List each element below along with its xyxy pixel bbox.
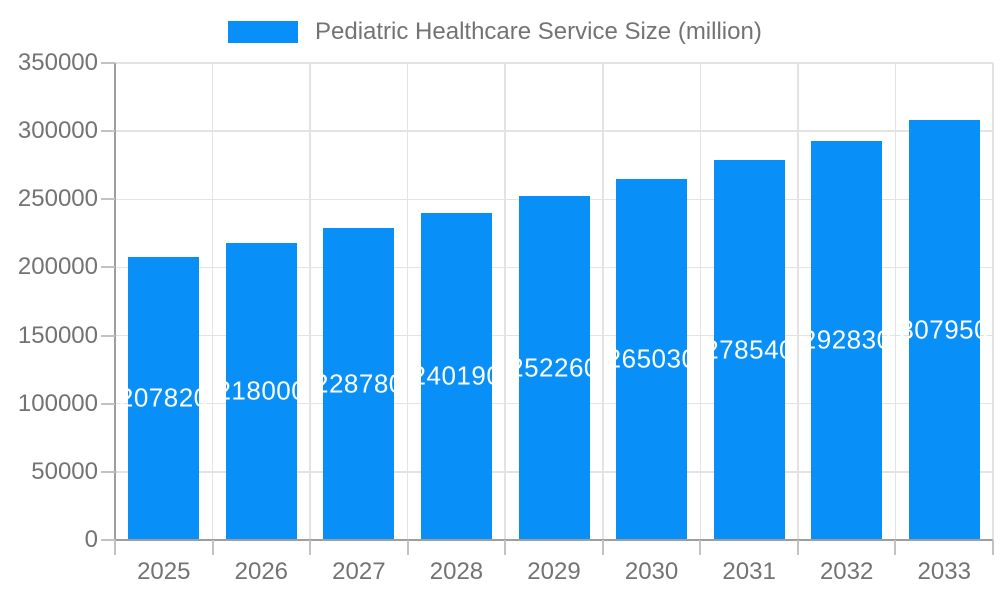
y-axis-tick-label: 0 xyxy=(84,526,98,553)
legend-item[interactable]: Pediatric Healthcare Service Size (milli… xyxy=(228,18,762,45)
bar-value-label: 207820 xyxy=(118,382,209,413)
y-axis-tick xyxy=(101,62,115,64)
x-gridline xyxy=(406,63,409,540)
y-axis-tick-label: 150000 xyxy=(17,321,98,349)
y-gridline xyxy=(115,130,993,132)
y-axis-tick-label: 300000 xyxy=(17,117,98,145)
bar-2025[interactable] xyxy=(128,256,200,540)
x-gridline xyxy=(797,63,799,540)
x-axis-line xyxy=(115,539,993,541)
x-axis-category-label: 2025 xyxy=(137,558,191,585)
x-gridline xyxy=(602,63,604,540)
x-axis-tick xyxy=(699,540,702,555)
legend-label: Pediatric Healthcare Service Size (milli… xyxy=(315,18,762,45)
x-axis-tick xyxy=(894,540,897,555)
y-axis-tick xyxy=(101,130,115,133)
x-gridline xyxy=(699,63,702,540)
y-gridline xyxy=(115,62,993,64)
y-axis-tick xyxy=(101,266,115,269)
x-gridline xyxy=(894,63,897,540)
bar-value-label: 307950 xyxy=(899,314,990,345)
bar-2029[interactable] xyxy=(518,196,590,540)
x-axis-tick xyxy=(796,540,799,555)
bar-2026[interactable] xyxy=(225,242,297,540)
x-gridline xyxy=(504,63,506,540)
x-axis-category-label: 2029 xyxy=(527,558,581,585)
y-axis-tick xyxy=(101,198,115,201)
bar-2032[interactable] xyxy=(811,140,883,540)
bar-value-label: 228780 xyxy=(313,368,404,399)
bar-2033[interactable] xyxy=(908,120,980,540)
x-axis-tick xyxy=(406,540,409,555)
legend-swatch-icon xyxy=(228,21,298,43)
bar-value-label: 265030 xyxy=(606,343,697,374)
x-axis-tick xyxy=(309,540,312,555)
bar-value-label: 240190 xyxy=(411,360,502,391)
x-axis-tick xyxy=(211,540,214,555)
bar-2027[interactable] xyxy=(323,228,395,540)
bar-value-label: 218000 xyxy=(216,375,307,406)
x-axis-category-label: 2026 xyxy=(234,558,289,585)
x-gridline xyxy=(309,63,311,540)
x-axis-category-label: 2031 xyxy=(722,558,776,585)
y-axis-tick-label: 350000 xyxy=(17,49,98,76)
y-axis-tick xyxy=(101,402,115,405)
y-axis-tick xyxy=(101,470,115,473)
x-axis-category-label: 2033 xyxy=(917,558,971,585)
bar-2028[interactable] xyxy=(420,212,492,540)
x-axis-tick xyxy=(504,540,507,555)
y-axis-tick-label: 50000 xyxy=(31,457,98,485)
x-axis-tick xyxy=(992,540,994,555)
x-axis-category-label: 2028 xyxy=(429,558,484,585)
y-axis-line xyxy=(114,63,116,541)
y-axis-tick-label: 100000 xyxy=(17,389,98,417)
bar-value-label: 278540 xyxy=(704,334,794,365)
bar-2031[interactable] xyxy=(713,160,785,540)
y-axis-tick xyxy=(101,334,115,337)
bar-value-label: 252260 xyxy=(509,352,599,383)
x-axis-category-label: 2032 xyxy=(819,558,874,585)
bar-value-label: 292830 xyxy=(801,324,892,355)
x-gridline xyxy=(992,63,994,540)
x-axis-tick xyxy=(601,540,604,555)
x-axis-category-label: 2027 xyxy=(332,558,386,585)
y-axis-tick-label: 250000 xyxy=(17,185,98,213)
y-axis-tick xyxy=(101,539,115,541)
x-gridline xyxy=(211,63,214,540)
x-axis-category-label: 2030 xyxy=(624,558,679,585)
x-axis-tick xyxy=(114,540,116,555)
y-axis-tick-label: 200000 xyxy=(17,253,98,281)
bar-2030[interactable] xyxy=(616,178,688,540)
